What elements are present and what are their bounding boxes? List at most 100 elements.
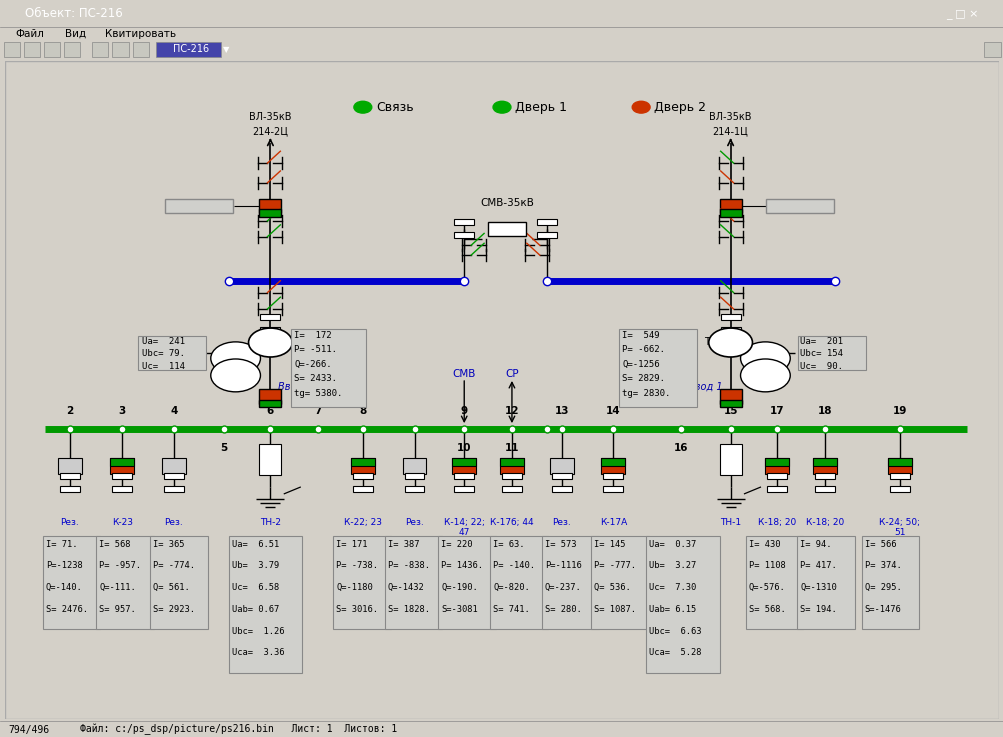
Bar — [719, 400, 741, 408]
Text: I= 63.: I= 63. — [492, 539, 524, 549]
Text: К-18; 20: К-18; 20 — [805, 518, 844, 527]
Text: A: A — [267, 338, 273, 347]
Text: △: △ — [232, 354, 239, 363]
Text: 9: 9 — [460, 406, 467, 416]
Text: I= 145: I= 145 — [594, 539, 625, 549]
Text: Uc=  114: Uc= 114 — [142, 362, 185, 371]
Text: Ua=  241: Ua= 241 — [142, 337, 185, 346]
Text: Ubc= 154: Ubc= 154 — [799, 349, 843, 358]
Text: Q=-237.: Q=-237. — [545, 583, 581, 592]
Text: Q= 561.: Q= 561. — [153, 583, 190, 592]
Text: 12: 12 — [505, 406, 519, 416]
Text: Q=-111.: Q=-111. — [99, 583, 136, 592]
Bar — [402, 458, 426, 474]
Bar — [720, 314, 740, 320]
Text: tg= 2830.: tg= 2830. — [622, 388, 670, 397]
Text: ВЛ-35кВ: ВЛ-35кВ — [709, 112, 751, 122]
Bar — [887, 458, 911, 466]
Bar — [502, 473, 522, 479]
Text: A: A — [727, 338, 733, 347]
Bar — [766, 473, 786, 479]
Bar — [766, 486, 786, 492]
Text: Ubc=  1.26: Ubc= 1.26 — [232, 626, 284, 635]
Text: I= 430: I= 430 — [748, 539, 779, 549]
Text: Uca=  3.36: Uca= 3.36 — [232, 649, 284, 657]
Text: Q=-1310: Q=-1310 — [799, 583, 837, 592]
Text: S=-3081: S=-3081 — [441, 605, 477, 614]
Text: P= 417.: P= 417. — [799, 562, 837, 570]
Bar — [719, 444, 741, 475]
Text: 214-2Ц: 214-2Ц — [252, 127, 288, 136]
Text: ⊗: ⊗ — [760, 371, 768, 380]
Text: P= -662.: P= -662. — [622, 345, 665, 354]
Circle shape — [211, 342, 260, 374]
Text: 18: 18 — [817, 406, 831, 416]
Text: P= -140.: P= -140. — [492, 562, 535, 570]
Bar — [552, 486, 571, 492]
Text: Файл: Файл — [15, 29, 44, 38]
Text: 5: 5 — [220, 443, 227, 453]
Text: I= 71.: I= 71. — [46, 539, 77, 549]
Bar — [812, 458, 837, 474]
Text: P= -957.: P= -957. — [99, 562, 141, 570]
Text: 11: 11 — [505, 443, 519, 453]
Bar — [983, 42, 1000, 57]
Text: Uca=  5.28: Uca= 5.28 — [649, 649, 701, 657]
Text: 8: 8 — [359, 406, 366, 416]
Text: 6: 6 — [267, 406, 274, 416]
Circle shape — [353, 101, 371, 113]
Bar — [552, 473, 571, 479]
Text: Ub=  3.79: Ub= 3.79 — [232, 562, 279, 570]
Bar — [453, 473, 473, 479]
Text: Q= 295.: Q= 295. — [864, 583, 901, 592]
Text: Ia= 143: Ia= 143 — [177, 200, 221, 211]
Text: ТН-1: ТН-1 — [719, 518, 740, 527]
Bar — [155, 42, 221, 57]
Bar — [765, 198, 833, 213]
Text: К-22; 23: К-22; 23 — [343, 518, 381, 527]
Bar — [110, 458, 134, 474]
Bar — [603, 473, 623, 479]
Bar — [542, 536, 599, 629]
Text: Uab= 0.67: Uab= 0.67 — [232, 605, 279, 614]
Text: 794/496: 794/496 — [8, 724, 49, 735]
Bar — [259, 209, 281, 217]
Text: Файл: c:/ps_dsp/picture/ps216.bin   Лист: 1  Листов: 1: Файл: c:/ps_dsp/picture/ps216.bin Лист: … — [80, 724, 397, 736]
Bar — [861, 536, 919, 629]
Bar — [229, 536, 302, 673]
Bar — [404, 473, 424, 479]
Circle shape — [632, 101, 650, 113]
Text: ▽: ▽ — [727, 343, 732, 349]
Bar — [259, 198, 281, 213]
Bar — [887, 458, 911, 474]
Bar — [719, 209, 741, 217]
Bar — [163, 486, 184, 492]
Bar — [453, 220, 473, 226]
Bar — [64, 42, 80, 57]
Bar — [112, 42, 128, 57]
Bar — [646, 536, 719, 673]
Bar — [353, 473, 372, 479]
Text: S= 194.: S= 194. — [799, 605, 837, 614]
Bar — [92, 42, 108, 57]
Bar — [351, 458, 374, 474]
Text: Uc=  7.30: Uc= 7.30 — [649, 583, 696, 592]
Text: 14: 14 — [606, 406, 620, 416]
Text: 214-1Ц: 214-1Ц — [712, 127, 748, 136]
Text: tg= 5380.: tg= 5380. — [294, 388, 342, 397]
Text: I=  549: I= 549 — [622, 331, 659, 340]
Text: Ввод 1: Ввод 1 — [687, 382, 722, 391]
Text: P= 374.: P= 374. — [864, 562, 901, 570]
Bar — [537, 220, 556, 226]
Bar — [291, 329, 365, 407]
Text: К-14; 22;
47: К-14; 22; 47 — [443, 518, 484, 537]
Text: Q=-576.: Q=-576. — [748, 583, 784, 592]
Bar — [601, 458, 625, 474]
Bar — [132, 42, 148, 57]
Circle shape — [249, 328, 292, 357]
Text: Рез.: Рез. — [405, 518, 423, 527]
Text: I= 365: I= 365 — [153, 539, 185, 549]
Bar — [404, 486, 424, 492]
Text: S= 3016.: S= 3016. — [336, 605, 378, 614]
Bar — [110, 458, 134, 466]
